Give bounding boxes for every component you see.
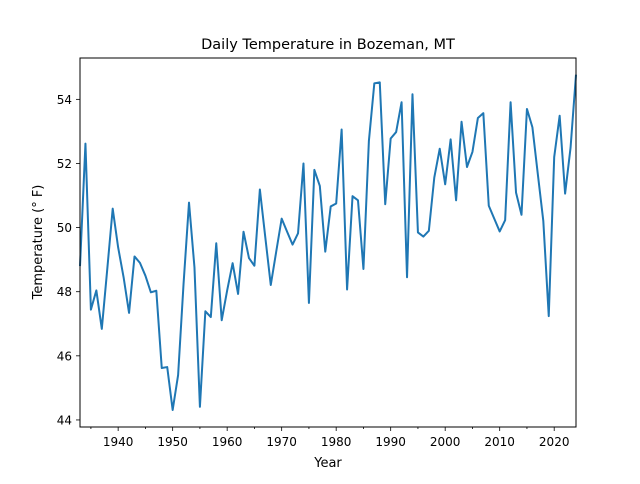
x-tick-label: 1950	[157, 435, 188, 449]
y-axis-ticks: 44 46 48 50 52 54	[57, 93, 80, 427]
x-axis-label: Year	[313, 456, 342, 471]
x-tick-label: 1940	[103, 435, 134, 449]
x-tick-label: 2000	[430, 435, 461, 449]
y-tick-label: 50	[57, 221, 72, 235]
x-tick-label: 1960	[212, 435, 243, 449]
y-tick-label: 46	[57, 349, 72, 363]
temperature-series-line	[79, 74, 577, 412]
x-axis-ticks: 1940 1950 1960 1970 1980 1990 2000 2010 2020	[90, 427, 570, 449]
chart-title: Daily Temperature in Bozeman, MT	[201, 37, 455, 53]
axes-frame	[79, 57, 577, 428]
y-tick-label: 48	[57, 285, 72, 299]
x-tick-label: 2020	[539, 435, 570, 449]
x-tick-label: 1990	[375, 435, 406, 449]
y-axis-label: Temperature (° F)	[31, 185, 46, 301]
y-tick-label: 54	[57, 93, 72, 107]
y-tick-label: 52	[57, 157, 72, 171]
x-tick-label: 2010	[484, 435, 515, 449]
x-tick-label: 1970	[266, 435, 297, 449]
y-tick-label: 44	[57, 413, 72, 427]
x-tick-label: 1980	[321, 435, 352, 449]
